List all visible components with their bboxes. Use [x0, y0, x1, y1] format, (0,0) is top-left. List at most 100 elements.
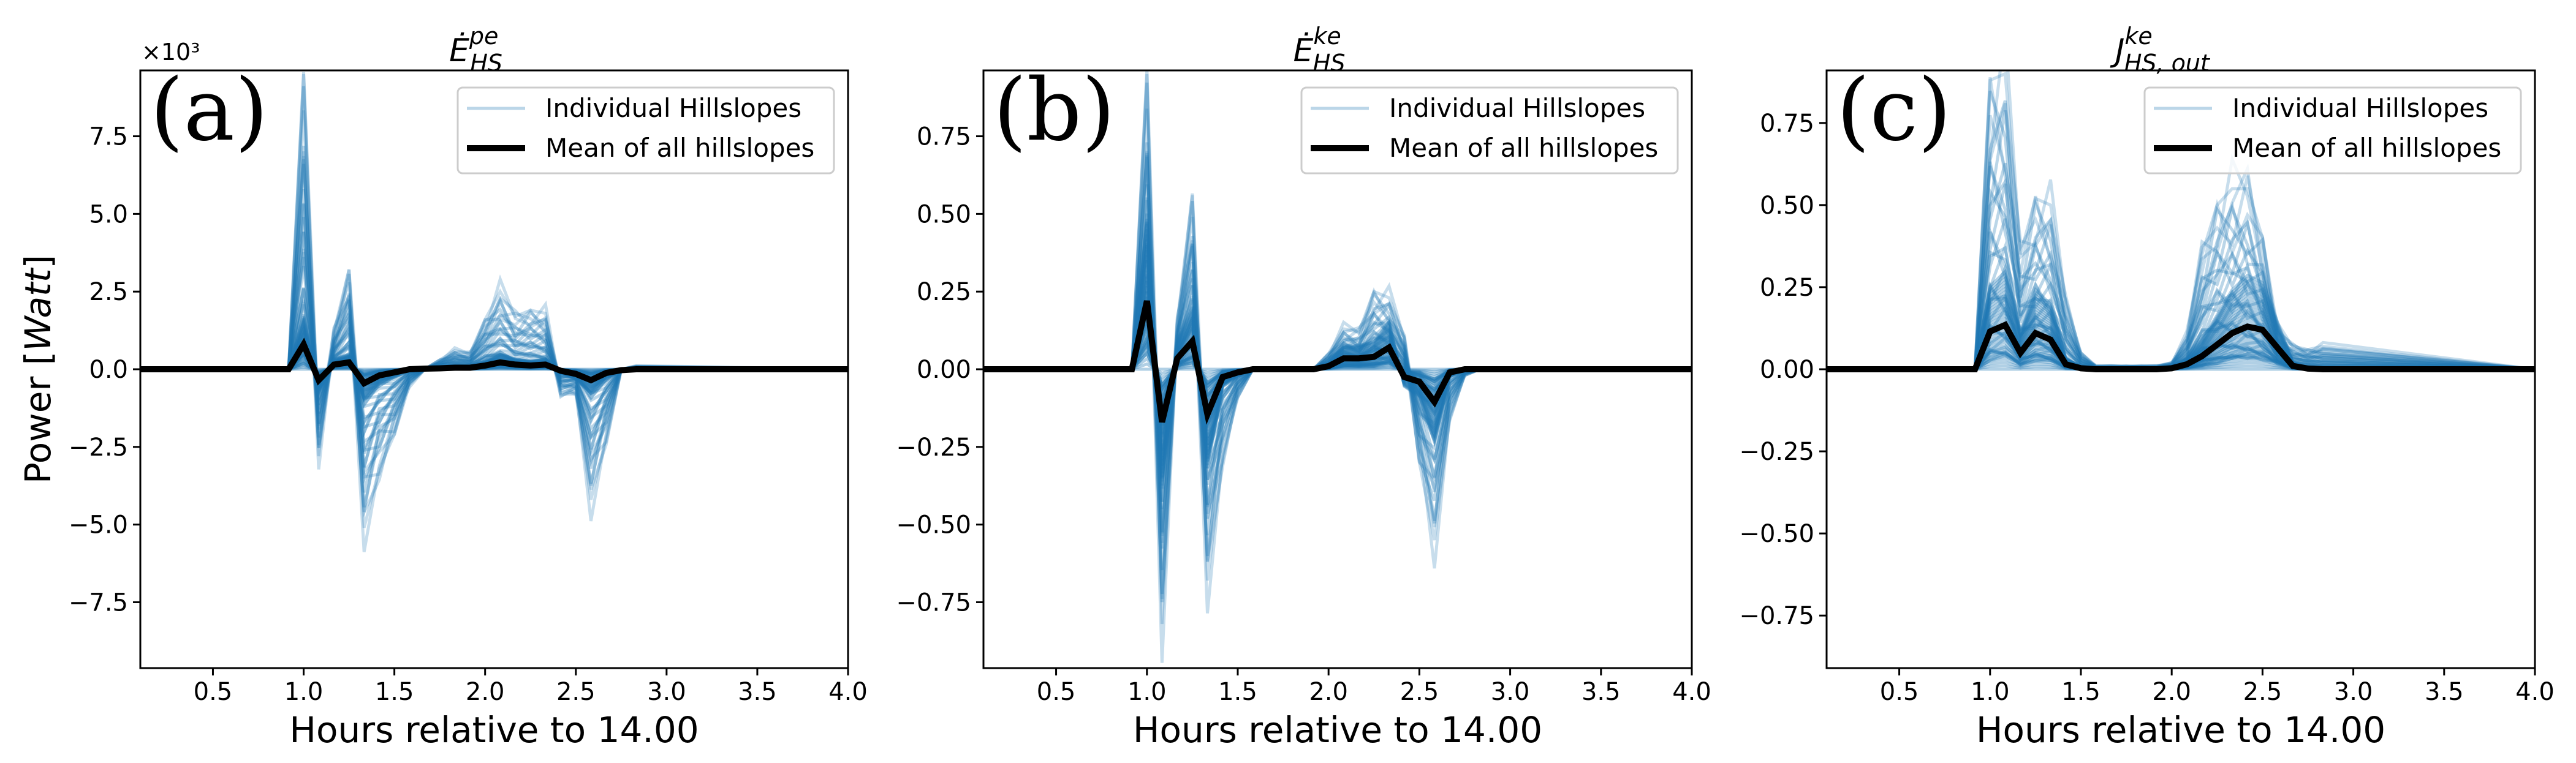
individual-hillslope-line	[140, 86, 848, 493]
x-tick-label: 3.5	[1582, 678, 1621, 706]
individual-hillslope-line	[983, 151, 1692, 663]
y-tick-label: 2.5	[89, 278, 128, 306]
legend: Individual Hillslopes Mean of all hillslo…	[2143, 86, 2522, 175]
individual-hillslope-line	[983, 152, 1692, 489]
x-tick-label: 1.0	[1971, 678, 2010, 706]
individual-hillslope-line	[140, 231, 848, 427]
legend-label-individual: Individual Hillslopes	[1389, 93, 1645, 123]
x-tick-label: 4.0	[2515, 678, 2555, 706]
individual-hillslope-line	[983, 200, 1692, 595]
y-axis-label: Power [Watt]	[17, 255, 59, 484]
y-tick-label: −0.75	[1739, 602, 1814, 630]
individual-hillslope-line	[140, 299, 848, 409]
individual-hillslope-line	[140, 189, 848, 453]
x-tick-label: 0.5	[194, 678, 233, 706]
x-tick-label: 0.5	[1880, 678, 1919, 706]
x-axis-label: Hours relative to 14.00	[1133, 709, 1542, 751]
y-tick-label: 0.00	[917, 356, 971, 384]
y-tick-label: 0.25	[1760, 274, 1814, 302]
individual-hillslope-line	[983, 311, 1692, 437]
x-tick-label: 3.0	[2334, 678, 2373, 706]
x-tick-label: 2.0	[2152, 678, 2191, 706]
x-tick-label: 2.0	[1309, 678, 1348, 706]
panel-b: 0.5 1.0 1.5 2.0 2.5 3.0 3.5 4.0 −0.75 −0.50 −0.25 0…	[896, 23, 1711, 751]
x-tick-label: 1.0	[284, 678, 324, 706]
individual-hillslope-line	[983, 242, 1692, 532]
x-tick-label: 1.5	[1218, 678, 1257, 706]
x-tick-label: 1.5	[2061, 678, 2101, 706]
individual-hillslope-line	[140, 231, 848, 419]
legend-label-mean: Mean of all hillslopes	[545, 133, 814, 163]
offset-text: ×10³	[142, 39, 200, 66]
individual-hillslope-line	[140, 257, 848, 438]
panel-title: Ėke HS	[1294, 23, 1346, 77]
individual-hillslope-line	[1827, 103, 2535, 371]
legend-label-mean: Mean of all hillslopes	[2232, 133, 2501, 163]
individual-hillslope-line	[983, 155, 1692, 600]
panel-a: 0.5 1.0 1.5 2.0 2.5 3.0 3.5 4.0 −7.5 −5.0 −2.5 0.0 2…	[69, 23, 868, 751]
individual-hillslope-line	[140, 216, 848, 485]
legend: Individual Hillslopes Mean of all hillslo…	[1300, 86, 1679, 175]
y-tick-label: 0.75	[1760, 110, 1814, 138]
y-tick-label: 0.25	[917, 278, 971, 306]
x-tick-label: 4.0	[828, 678, 868, 706]
series-group	[140, 72, 848, 552]
individual-hillslope-line	[140, 164, 848, 454]
individual-hillslope-line	[1827, 161, 2535, 371]
panel-title: Jke HS, out	[2110, 23, 2211, 77]
individual-hillslope-line	[983, 260, 1692, 502]
panel-label: (a)	[150, 61, 268, 160]
individual-hillslope-line	[1827, 71, 2535, 371]
x-tick-label: 3.0	[647, 678, 686, 706]
y-tick-label: 0.75	[917, 123, 971, 151]
y-tick-label: 0.50	[1760, 192, 1814, 220]
y-tick-label: −2.5	[69, 434, 128, 462]
individual-hillslope-line	[140, 203, 848, 508]
individual-hillslope-line	[1827, 165, 2535, 371]
individual-hillslope-line	[983, 297, 1692, 460]
individual-hillslope-line	[140, 288, 848, 438]
y-tick-label: 5.0	[89, 200, 128, 228]
legend: Individual Hillslopes Mean of all hillslo…	[456, 86, 835, 175]
x-tick-label: 4.0	[1672, 678, 1711, 706]
individual-hillslope-line	[140, 72, 848, 476]
x-tick-label: 3.5	[2425, 678, 2464, 706]
y-tick-label: −5.0	[69, 511, 128, 539]
individual-hillslope-line	[140, 156, 848, 519]
individual-hillslope-line	[140, 145, 848, 513]
y-tick-label: 0.50	[917, 200, 971, 228]
series-group	[1827, 70, 2535, 372]
y-tick-label: 0.0	[89, 356, 128, 384]
individual-hillslope-line	[1827, 162, 2535, 371]
mean-line	[1827, 321, 2535, 372]
individual-hillslope-line	[140, 204, 848, 468]
individual-hillslope-line	[983, 213, 1692, 549]
x-tick-label: 3.0	[1491, 678, 1530, 706]
y-tick-label: −0.75	[896, 588, 971, 617]
legend-label-mean: Mean of all hillslopes	[1389, 133, 1658, 163]
x-tick-label: 2.5	[556, 678, 596, 706]
panel-label: (c)	[1836, 61, 1952, 160]
y-tick-label: 7.5	[89, 123, 128, 151]
y-tick-label: −0.25	[896, 434, 971, 462]
individual-hillslope-line	[140, 252, 848, 429]
individual-hillslope-line	[1827, 70, 2535, 371]
y-tick-label: −0.25	[1739, 438, 1814, 466]
x-tick-label: 2.0	[466, 678, 505, 706]
legend-box	[2143, 86, 2522, 175]
individual-hillslope-line	[140, 265, 848, 453]
individual-hillslope-line	[140, 248, 848, 468]
x-axis-label: Hours relative to 14.00	[1976, 709, 2385, 751]
individual-hillslope-line	[983, 280, 1692, 479]
legend-label-individual: Individual Hillslopes	[2232, 93, 2488, 123]
y-tick-label: −0.50	[896, 511, 971, 539]
series-group	[983, 70, 1692, 663]
y-tick-label: −7.5	[69, 588, 128, 617]
y-tick-label: −0.50	[1739, 520, 1814, 548]
x-tick-label: 2.5	[1400, 678, 1439, 706]
legend-box	[456, 86, 835, 175]
legend-label-individual: Individual Hillslopes	[545, 93, 801, 123]
individual-hillslope-line	[140, 110, 848, 479]
panel-title: Ėpe HS	[449, 23, 502, 77]
